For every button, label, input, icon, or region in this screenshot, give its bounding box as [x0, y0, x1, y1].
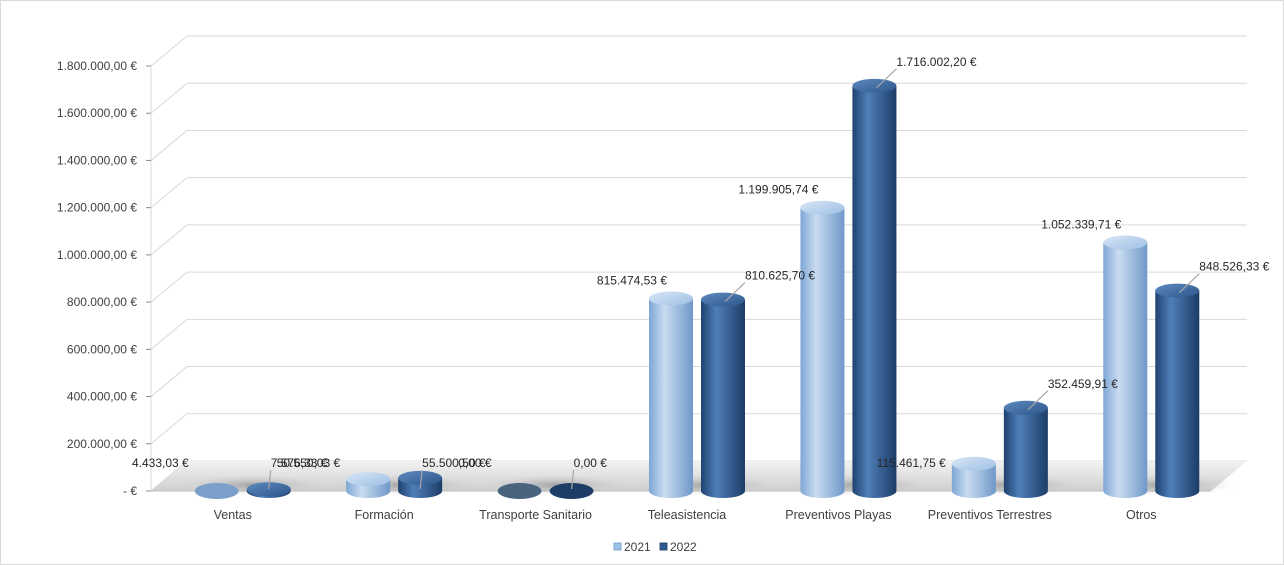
- data-label-2022-7: 848.526,33 €: [1199, 260, 1269, 274]
- bar-2021-5: [800, 200, 845, 499]
- gridline-side: [150, 224, 188, 256]
- bar-2022-5: [852, 78, 897, 498]
- data-label-leader: [268, 469, 272, 490]
- bars: [174, 78, 1240, 499]
- gridline-side: [150, 177, 188, 209]
- data-label-2022-2: 55.500,50 €: [422, 456, 486, 470]
- bar-body: [649, 298, 693, 498]
- legend-swatch-2021: [613, 542, 622, 551]
- bar-cap: [1103, 235, 1148, 250]
- data-label-2021-2: 50.550,03 €: [277, 456, 341, 470]
- data-label-2021-3: 0,00 €: [458, 456, 492, 470]
- data-label-leader: [724, 282, 746, 303]
- data-labels: 4.433,03 € 7.576,33 €50.550,03 € 55.500,50…: [132, 55, 1270, 490]
- bar-cap: [346, 472, 391, 487]
- bar-body: [1155, 290, 1200, 498]
- bar-2022-1: [246, 482, 291, 498]
- bar-2021-6: [951, 456, 996, 498]
- bar-cap: [1155, 283, 1200, 298]
- bar-cap: [800, 200, 845, 215]
- bar-body: [1103, 242, 1148, 498]
- data-label-2022-6: 352.459,91 €: [1048, 377, 1118, 391]
- bar-body: [852, 85, 897, 498]
- bar-2022-7: [1155, 283, 1200, 498]
- bar-2021-2: [346, 472, 391, 498]
- category-label: Preventivos Playas: [785, 508, 891, 522]
- bar-2021-3: [497, 483, 542, 499]
- data-label-leader: [1178, 273, 1200, 294]
- y-tick-label: 1.200.000,00 €: [57, 201, 137, 215]
- category-label: Formación: [355, 508, 414, 522]
- bar-cap: [246, 482, 291, 497]
- data-label-2022-4: 810.625,70 €: [745, 269, 815, 283]
- data-label-2022-5: 1.716.002,20 €: [896, 55, 976, 69]
- legend-swatch-2022: [659, 542, 668, 551]
- y-tick-label: 400.000,00 €: [67, 390, 137, 404]
- category-label: Ventas: [214, 508, 252, 522]
- y-tick-label: 1.800.000,00 €: [57, 59, 137, 73]
- bar-cap: [951, 456, 996, 471]
- y-tick-label: 1.000.000,00 €: [57, 248, 137, 262]
- y-axis: - € 200.000,00 € 400.000,00 € 600.000,00 € 8…: [57, 59, 151, 498]
- bar-2021-7: [1103, 235, 1148, 498]
- y-tick-label: 1.600.000,00 €: [57, 106, 137, 120]
- bar-cap: [852, 78, 897, 93]
- bar-body: [701, 299, 745, 498]
- category-label: Preventivos Terrestres: [928, 508, 1052, 522]
- category-label: Teleasistencia: [648, 508, 727, 522]
- data-label-2021-1: 4.433,03 €: [132, 456, 189, 470]
- bar-cap: [398, 470, 443, 485]
- bar-2022-3: [549, 483, 594, 499]
- bar-2021-4: [649, 291, 693, 498]
- bar-body: [951, 463, 996, 498]
- data-label-2022-3: 0,00 €: [574, 456, 608, 470]
- bar-body: [800, 207, 845, 499]
- data-label-leader: [876, 68, 897, 89]
- data-label-2021-4: 815.474,53 €: [597, 273, 667, 287]
- gridlines: [150, 35, 1247, 492]
- legend: 2021 2022: [613, 540, 697, 554]
- data-label-leader: [570, 469, 575, 490]
- gridline-side: [150, 413, 188, 445]
- gridline-side: [150, 271, 188, 303]
- bar-cap: [1003, 400, 1048, 415]
- category-label: Transporte Sanitario: [479, 508, 592, 522]
- y-tick-label: 800.000,00 €: [67, 295, 137, 309]
- bar-cap: [701, 292, 745, 307]
- x-axis: Ventas Formación Transporte Sanitario Telea…: [214, 508, 1157, 522]
- gridline-side: [150, 130, 188, 161]
- y-tick-label: 200.000,00 €: [67, 437, 137, 451]
- y-tick-label: 600.000,00 €: [67, 342, 137, 356]
- y-tick-label: - €: [123, 484, 137, 498]
- bar-body: [1003, 407, 1048, 498]
- gridline-side: [150, 366, 188, 397]
- bar-cap: [649, 291, 693, 306]
- bar-2022-4: [701, 292, 745, 498]
- legend-label-2021: 2021: [624, 540, 651, 554]
- gridline-side: [150, 82, 188, 114]
- gridline-side: [150, 318, 188, 350]
- bar-disc: [194, 483, 239, 499]
- data-label-2021-5: 1.199.905,74 €: [738, 183, 818, 197]
- y-tick-label: 1.400.000,00 €: [57, 153, 137, 167]
- data-label-2022-1: 7.576,33 €: [271, 456, 328, 470]
- category-label: Otros: [1126, 508, 1157, 522]
- bar-2021-1: [194, 483, 239, 499]
- gridline-side: [150, 35, 188, 67]
- bar-disc: [549, 483, 594, 499]
- legend-label-2022: 2022: [670, 540, 697, 554]
- data-label-leader: [1027, 390, 1049, 411]
- bar-2022-6: [1003, 400, 1048, 498]
- data-label-2021-6: 115.461,75 €: [877, 456, 947, 470]
- data-label-2021-7: 1.052.339,71 €: [1041, 218, 1121, 232]
- bar-disc: [497, 483, 542, 499]
- data-label-leader: [419, 469, 423, 490]
